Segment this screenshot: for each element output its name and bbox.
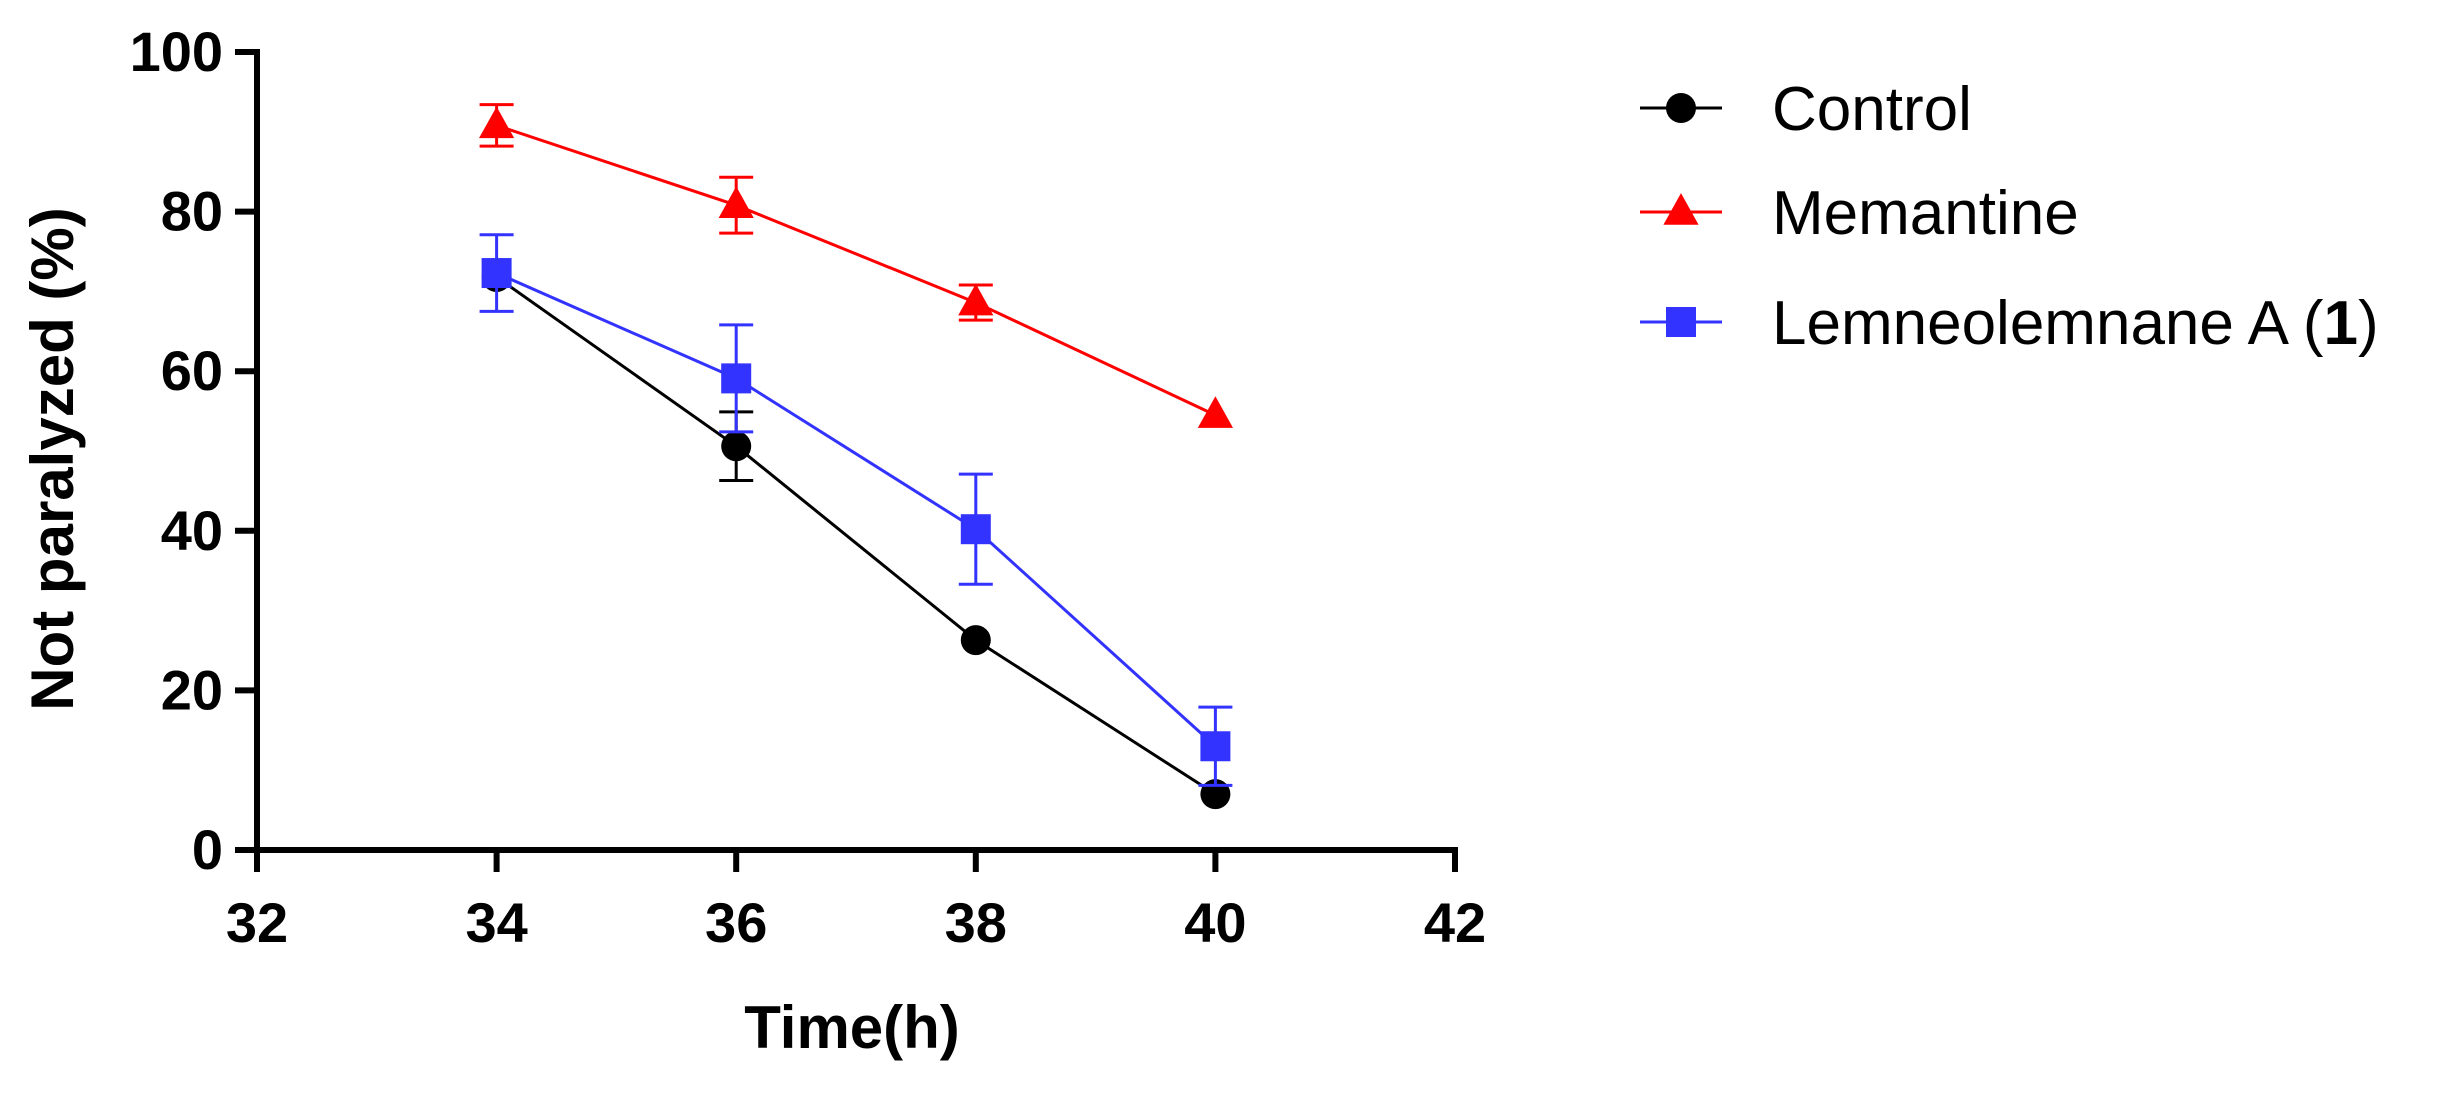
- y-tick-label: 20: [161, 658, 223, 721]
- legend-label-main: Lemneolemnane A (: [1772, 289, 2324, 358]
- legend-label: Lemneolemnane A (1): [1772, 289, 2379, 358]
- data-point: [481, 258, 512, 289]
- data-point: [958, 283, 994, 316]
- legend-marker: [1663, 193, 1699, 225]
- data-point: [479, 106, 515, 139]
- axes: 32 34 36 38 40 42 0 20 40 60 80 100: [130, 20, 1487, 954]
- y-tick-label: 80: [161, 180, 223, 243]
- data-point: [718, 186, 754, 218]
- y-axis-title: Not paralyzed (%): [19, 207, 86, 710]
- x-tick-label: 32: [226, 891, 288, 954]
- series-lemneolemnane-a-1-: [479, 233, 1233, 787]
- series-line: [495, 271, 1217, 748]
- x-tick-label: 38: [945, 891, 1007, 954]
- legend-item: Control: [1640, 75, 1972, 144]
- legend: Control Memantine Lemneolemnane A (1): [1640, 75, 2379, 358]
- series-line: [495, 275, 1217, 796]
- legend-label-bold: 1: [2324, 289, 2358, 358]
- legend-item: Lemneolemnane A (1): [1640, 289, 2379, 358]
- x-tick-label: 40: [1184, 891, 1246, 954]
- data-point: [721, 363, 752, 394]
- series-memantine: [479, 103, 1233, 428]
- legend-marker: [1666, 307, 1696, 337]
- x-axis-title: Time(h): [744, 994, 960, 1061]
- series-line: [496, 123, 1217, 417]
- data-point: [1197, 396, 1233, 428]
- data-point: [721, 431, 752, 462]
- x-tick-label: 36: [705, 891, 767, 954]
- series-control: [481, 262, 1231, 810]
- data-point: [1200, 731, 1231, 762]
- legend-item: Memantine: [1640, 179, 2079, 248]
- legend-marker: [1666, 93, 1696, 123]
- legend-label: Memantine: [1772, 179, 2079, 248]
- x-tick-label: 34: [465, 891, 527, 954]
- data-point: [960, 625, 991, 656]
- legend-label-end: ): [2358, 289, 2379, 358]
- y-tick-label: 40: [161, 499, 223, 562]
- data-point: [960, 514, 991, 545]
- y-tick-label: 100: [130, 20, 223, 83]
- legend-label-main: Memantine: [1772, 179, 2079, 248]
- y-tick-label: 60: [161, 339, 223, 402]
- legend-label: Control: [1772, 75, 1972, 144]
- series-layer: [479, 103, 1233, 810]
- x-tick-label: 42: [1424, 891, 1486, 954]
- legend-label-main: Control: [1772, 75, 1972, 144]
- y-tick-label: 0: [192, 818, 223, 881]
